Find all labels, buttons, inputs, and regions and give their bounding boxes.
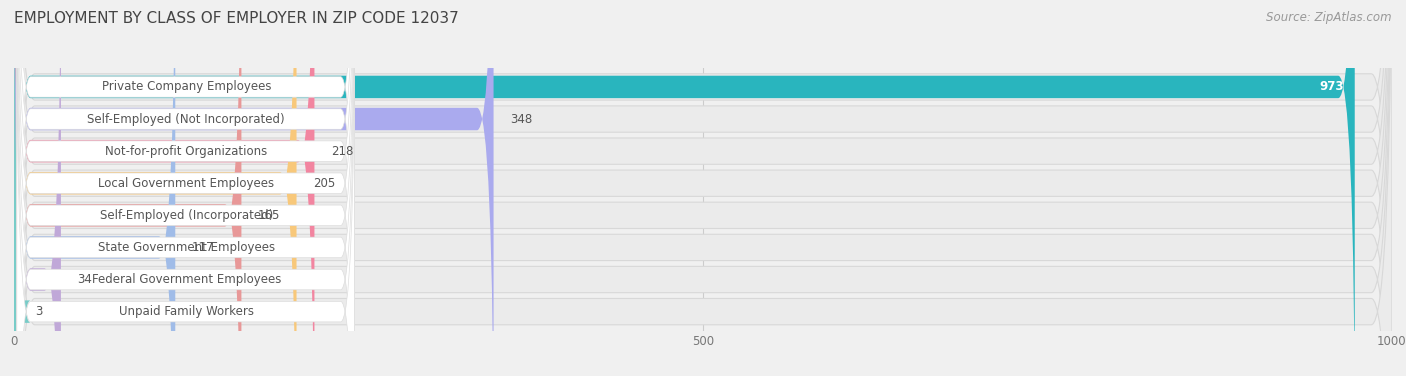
FancyBboxPatch shape: [14, 0, 1392, 376]
FancyBboxPatch shape: [14, 0, 1392, 376]
Text: EMPLOYMENT BY CLASS OF EMPLOYER IN ZIP CODE 12037: EMPLOYMENT BY CLASS OF EMPLOYER IN ZIP C…: [14, 11, 458, 26]
Text: Not-for-profit Organizations: Not-for-profit Organizations: [105, 145, 267, 158]
FancyBboxPatch shape: [14, 0, 1392, 376]
FancyBboxPatch shape: [14, 0, 494, 376]
FancyBboxPatch shape: [17, 0, 354, 376]
Text: 165: 165: [257, 209, 280, 222]
Text: 205: 205: [314, 177, 335, 190]
FancyBboxPatch shape: [17, 1, 354, 376]
Text: Federal Government Employees: Federal Government Employees: [91, 273, 281, 286]
Text: Unpaid Family Workers: Unpaid Family Workers: [118, 305, 254, 318]
FancyBboxPatch shape: [17, 0, 354, 376]
Text: Self-Employed (Not Incorporated): Self-Employed (Not Incorporated): [87, 112, 285, 126]
Text: 3: 3: [35, 305, 42, 318]
Text: Local Government Employees: Local Government Employees: [98, 177, 274, 190]
Text: 117: 117: [191, 241, 214, 254]
FancyBboxPatch shape: [14, 0, 242, 376]
FancyBboxPatch shape: [14, 0, 1392, 376]
FancyBboxPatch shape: [14, 0, 1392, 376]
FancyBboxPatch shape: [17, 0, 354, 376]
Text: 973: 973: [1319, 80, 1344, 94]
FancyBboxPatch shape: [1, 0, 31, 376]
FancyBboxPatch shape: [14, 0, 1392, 376]
FancyBboxPatch shape: [17, 0, 354, 376]
FancyBboxPatch shape: [14, 0, 176, 376]
FancyBboxPatch shape: [14, 0, 315, 376]
Text: 218: 218: [330, 145, 353, 158]
Text: Source: ZipAtlas.com: Source: ZipAtlas.com: [1267, 11, 1392, 24]
Text: State Government Employees: State Government Employees: [98, 241, 274, 254]
FancyBboxPatch shape: [14, 0, 297, 376]
FancyBboxPatch shape: [14, 0, 1392, 376]
FancyBboxPatch shape: [17, 0, 354, 376]
FancyBboxPatch shape: [14, 0, 1355, 376]
FancyBboxPatch shape: [17, 0, 354, 376]
FancyBboxPatch shape: [14, 0, 1392, 376]
FancyBboxPatch shape: [14, 0, 60, 376]
Text: Self-Employed (Incorporated): Self-Employed (Incorporated): [100, 209, 273, 222]
Text: Private Company Employees: Private Company Employees: [101, 80, 271, 94]
FancyBboxPatch shape: [17, 0, 354, 376]
Text: 34: 34: [77, 273, 93, 286]
Text: 348: 348: [510, 112, 533, 126]
